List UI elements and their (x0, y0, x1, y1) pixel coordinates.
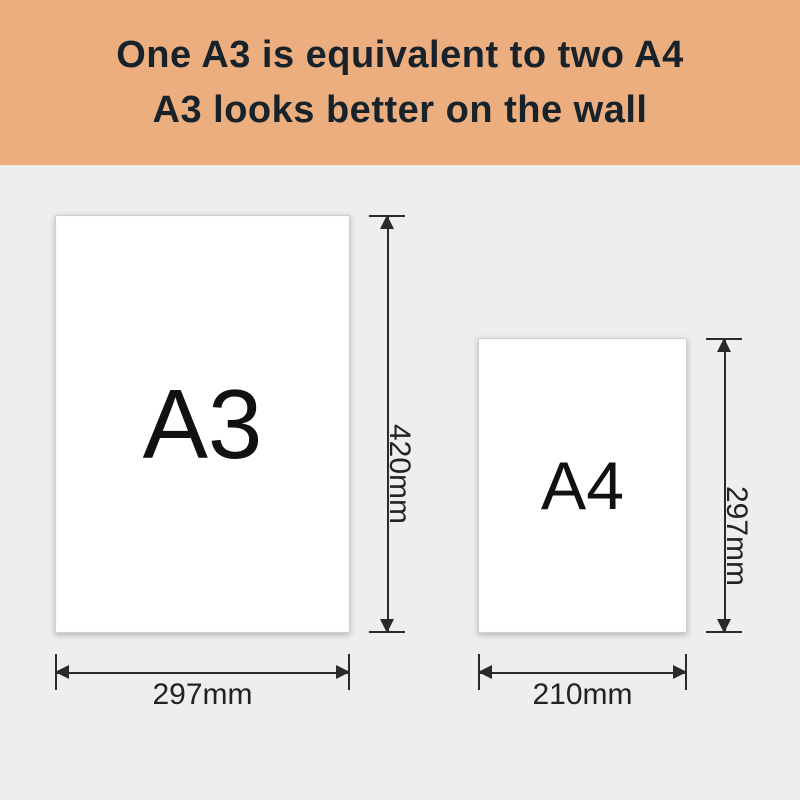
header-line-1: One A3 is equivalent to two A4 (116, 34, 684, 77)
a4-sheet: A4 (478, 338, 687, 633)
a3-height-label: 420mm (382, 424, 416, 524)
a3-label: A3 (143, 368, 263, 481)
a3-height-dimension: 420mm (375, 215, 399, 633)
header-line-2: A3 looks better on the wall (153, 89, 648, 132)
size-comparison-diagram: A3 297mm 420mm A4 210mm 297mm (0, 165, 800, 800)
a4-width-dimension: 210mm (478, 660, 687, 684)
a3-width-label: 297mm (152, 678, 252, 712)
header-banner: One A3 is equivalent to two A4 A3 looks … (0, 0, 800, 165)
a4-label: A4 (541, 447, 624, 525)
a4-width-label: 210mm (532, 678, 632, 712)
a3-sheet: A3 (55, 215, 350, 633)
a4-height-label: 297mm (719, 486, 753, 586)
a3-width-dimension: 297mm (55, 660, 350, 684)
a4-height-dimension: 297mm (712, 338, 736, 633)
